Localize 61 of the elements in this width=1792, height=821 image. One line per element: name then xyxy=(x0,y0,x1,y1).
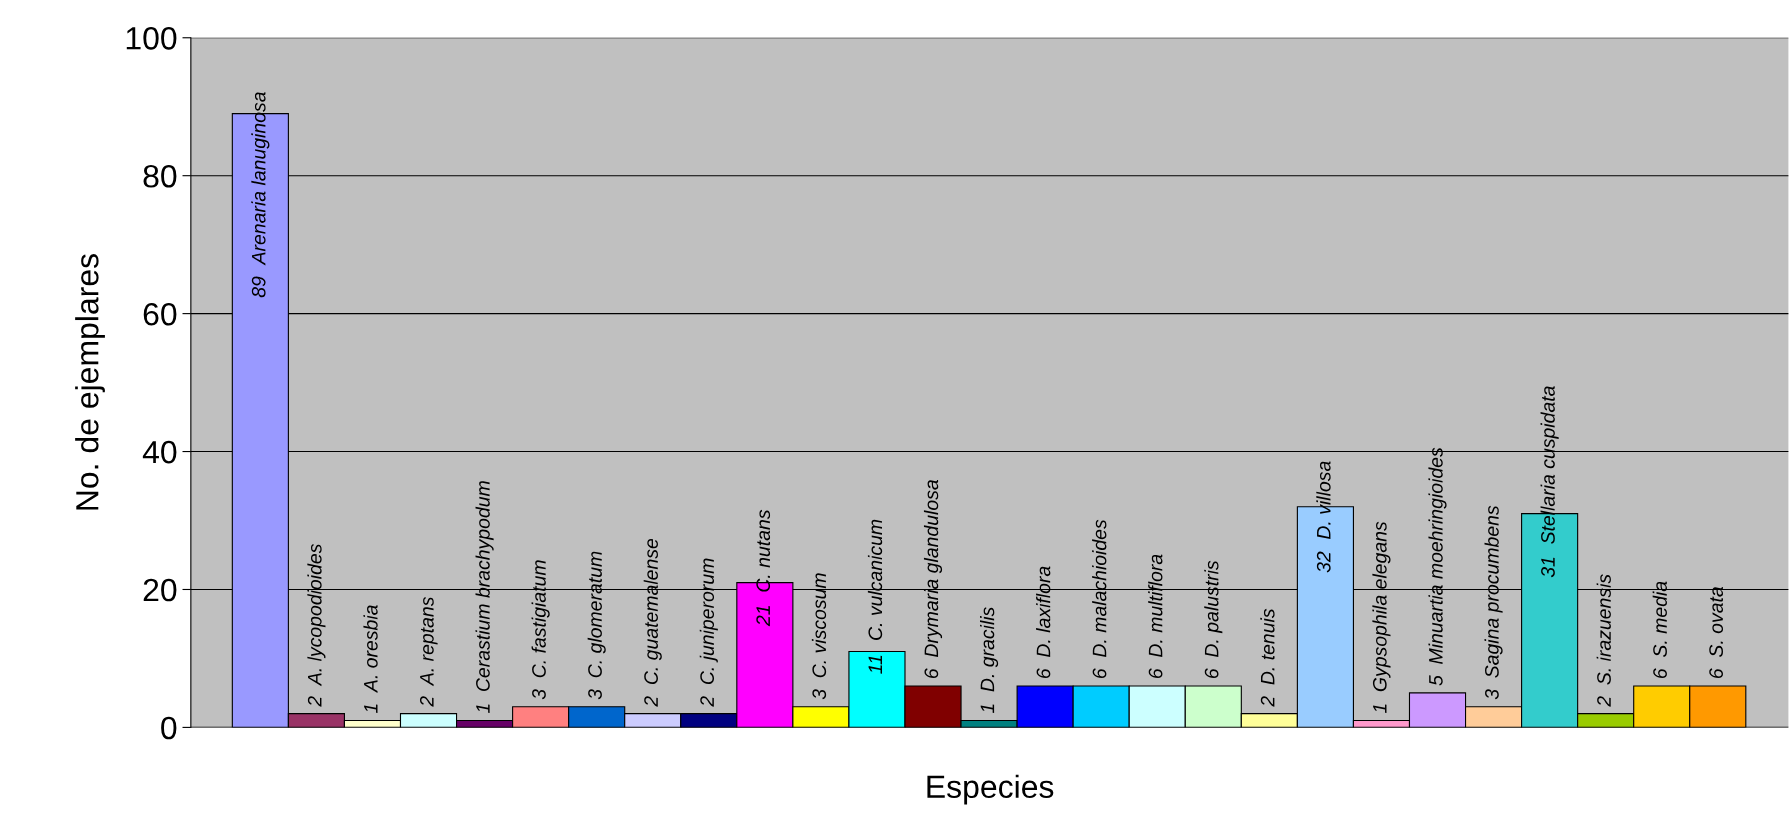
y-tick-label: 0 xyxy=(161,716,177,740)
y-axis-title: No. de ejemplares xyxy=(75,254,105,510)
x-tick-label: D. laxiflora xyxy=(1036,566,1051,657)
data-label: 21 xyxy=(756,606,770,627)
x-tick-label: C. glomeratum xyxy=(587,551,606,678)
x-tick-label: D. multiflora xyxy=(1148,554,1163,657)
x-tick-label: S. ovata xyxy=(1709,586,1724,658)
x-tick-label: Stellaria cuspidata xyxy=(1540,386,1559,544)
data-label: 6 xyxy=(1204,668,1219,679)
y-tick-label: 40 xyxy=(142,440,177,464)
x-tick-label: C. fastigiatum xyxy=(531,560,550,678)
y-tick-label: 20 xyxy=(143,578,177,602)
x-tick-label: Arenaria lanuginosa xyxy=(251,92,270,266)
data-label: 3 xyxy=(1485,689,1499,700)
x-tick-label: Drymaria glandulosa xyxy=(923,479,943,657)
data-label: 3 xyxy=(812,689,827,700)
x-axis-title: Especies xyxy=(927,774,1054,805)
x-tick-label: D. villosa xyxy=(1316,461,1331,539)
x-tick-label: C. vulcanicum xyxy=(867,519,883,640)
data-label: 1 xyxy=(364,704,378,714)
data-label: 6 xyxy=(1148,668,1163,679)
data-label: 1 xyxy=(1373,704,1387,714)
data-label: 6 xyxy=(1653,668,1667,679)
y-tick-label: 100 xyxy=(126,27,177,50)
x-tick-label: C. juniperorum xyxy=(699,558,718,685)
x-tick-label: Sagina procumbens xyxy=(1484,505,1503,678)
data-label: 6 xyxy=(1036,668,1051,679)
x-tick-label: Cerastium brachypodum xyxy=(475,481,494,692)
data-label: 6 xyxy=(924,668,939,679)
x-tick-label: A. lycopodioides xyxy=(307,543,326,687)
y-tick-label: 80 xyxy=(143,164,177,188)
x-tick-label: D. gracilis xyxy=(980,607,999,692)
x-tick-label: Gypsophila elegans xyxy=(1372,521,1391,692)
data-label: 2 xyxy=(307,696,322,707)
data-label: 2 xyxy=(1597,696,1611,707)
data-label: 89 xyxy=(251,276,266,298)
x-tick-label: S. media xyxy=(1652,581,1667,658)
x-tick-label: D. palustris xyxy=(1204,560,1223,657)
data-label: 6 xyxy=(1092,668,1107,679)
x-tick-label: D. malachioides xyxy=(1092,519,1107,657)
data-label: 32 xyxy=(1316,551,1331,573)
data-label: 2 xyxy=(1260,696,1275,707)
x-tick-label: A. reptans xyxy=(420,596,438,687)
data-label: 31 xyxy=(1541,557,1555,578)
data-label: 5 xyxy=(1429,675,1443,686)
data-label: 2 xyxy=(419,696,434,707)
data-label: 6 xyxy=(1709,668,1724,679)
x-tick-label: Minuartia moehringioides xyxy=(1428,447,1447,664)
data-label: 2 xyxy=(644,696,658,707)
data-label: 11 xyxy=(868,655,882,674)
x-tick-label: C. guatemalense xyxy=(643,538,662,685)
data-label: 1 xyxy=(476,704,490,714)
x-tick-label: S. irazuensis xyxy=(1596,574,1611,685)
data-label: 2 xyxy=(700,696,714,707)
data-label: 3 xyxy=(588,689,602,700)
x-tick-label: D. tenuis xyxy=(1260,608,1275,685)
data-label: 1 xyxy=(980,704,995,714)
data-label: 3 xyxy=(532,689,546,700)
x-tick-label: A. oresbia xyxy=(363,605,378,694)
x-tick-label: C. viscosum xyxy=(811,573,827,678)
y-tick-label: 60 xyxy=(143,302,177,326)
